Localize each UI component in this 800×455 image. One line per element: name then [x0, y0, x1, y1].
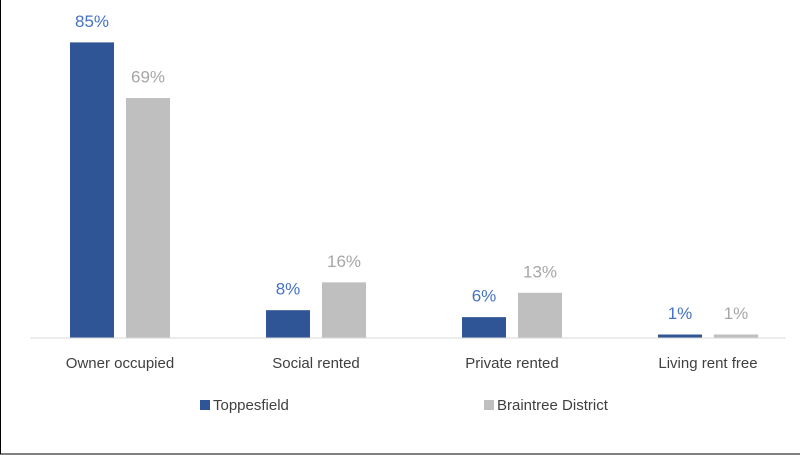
legend-label: Toppesfield	[213, 397, 289, 414]
legend-label: Braintree District	[497, 397, 609, 414]
bar	[462, 317, 506, 338]
bar	[266, 310, 310, 338]
data-label: 1%	[724, 304, 749, 323]
bar	[518, 292, 562, 338]
data-label: 16%	[327, 252, 361, 271]
data-label: 1%	[668, 304, 693, 323]
bar	[322, 282, 366, 338]
data-label: 69%	[131, 68, 165, 87]
legend-swatch	[484, 400, 494, 410]
data-label: 85%	[75, 12, 109, 31]
bar	[126, 98, 170, 339]
data-label: 8%	[276, 280, 301, 299]
bar	[658, 334, 702, 338]
data-label: 6%	[472, 287, 497, 306]
x-tick-label: Living rent free	[658, 355, 757, 372]
x-tick-label: Private rented	[465, 355, 558, 372]
bar	[714, 334, 758, 338]
legend-swatch	[200, 400, 210, 410]
x-tick-label: Social rented	[272, 355, 360, 372]
bar	[70, 42, 114, 339]
x-tick-label: Owner occupied	[66, 355, 174, 372]
data-label: 13%	[523, 262, 557, 281]
